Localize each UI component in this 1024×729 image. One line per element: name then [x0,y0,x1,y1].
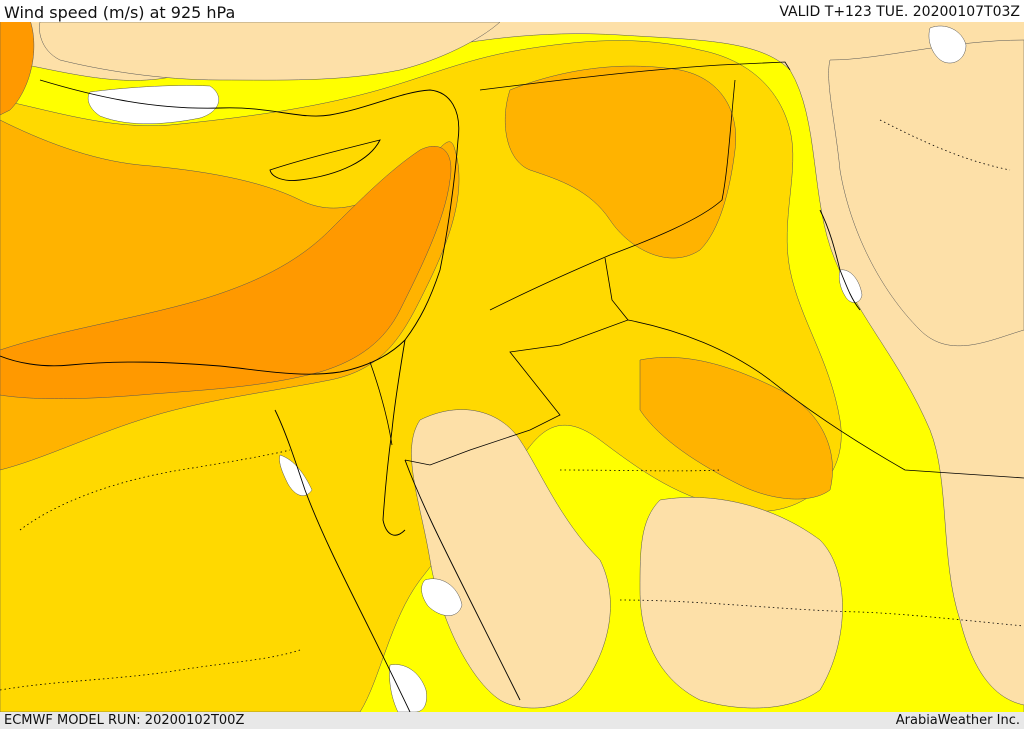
calm-area-caspian [928,25,967,64]
map-title: Wind speed (m/s) at 925 hPa [4,3,236,22]
strong-wind-area-south [639,357,833,500]
strong-wind-area-east [504,65,736,259]
wind-speed-map [0,22,1024,712]
light-wind-patch-arabia [411,409,611,709]
footer-bar: ECMWF MODEL RUN: 20200102T00Z ArabiaWeat… [0,712,1024,729]
country-borders [369,61,1024,479]
admin-borders [0,119,1024,691]
very-strong-wind-area [0,146,452,399]
credit-label: ArabiaWeather Inc. [895,713,1020,728]
header-bar: Wind speed (m/s) at 925 hPa VALID T+123 … [0,0,1024,22]
very-strong-wind-area-nw [0,22,35,116]
coastlines [0,79,861,712]
calm-area-red-sea [421,578,463,616]
calm-area-nile-valley [389,664,427,712]
valid-time-label: VALID T+123 TUE. 20200107T03Z [779,4,1020,20]
light-wind-patch-east [639,497,843,709]
model-run-label: ECMWF MODEL RUN: 20200102T00Z [4,713,245,728]
map-canvas [0,22,1024,712]
light-wind-area-north [39,22,501,81]
